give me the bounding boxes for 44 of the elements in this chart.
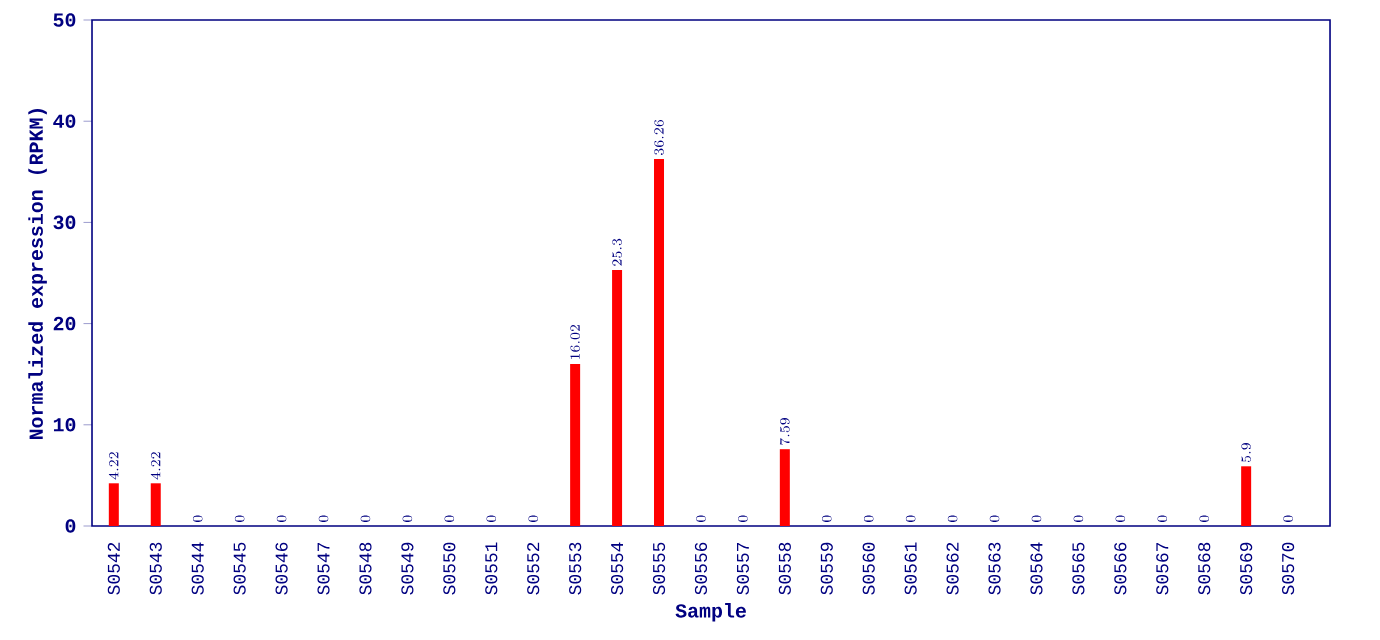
x-tick-label: S0563 bbox=[988, 542, 1001, 595]
x-tick-label: S0561 bbox=[904, 542, 917, 595]
y-tick-label: 40 bbox=[53, 114, 76, 128]
y-tick-label: 0 bbox=[65, 519, 76, 533]
x-tick-label: S0566 bbox=[1114, 542, 1127, 595]
bar bbox=[150, 483, 161, 527]
x-tick-label: S0543 bbox=[149, 542, 162, 595]
x-tick-label: S0570 bbox=[1282, 542, 1295, 595]
x-tick-label: S0562 bbox=[946, 542, 959, 595]
x-tick-label: S0550 bbox=[443, 542, 456, 595]
bar bbox=[612, 269, 623, 527]
y-tick-label: 30 bbox=[53, 215, 76, 230]
x-tick-label: S0554 bbox=[610, 542, 624, 595]
y-tick-label: 10 bbox=[53, 418, 76, 432]
x-axis-title: Sample bbox=[675, 603, 746, 622]
bar bbox=[108, 483, 119, 527]
bar bbox=[779, 449, 790, 527]
x-tick-label: S0559 bbox=[820, 542, 833, 595]
x-tick-label: S0569 bbox=[1240, 542, 1253, 595]
x-tick-label: S0552 bbox=[527, 542, 540, 595]
x-tick-label: S0557 bbox=[736, 542, 749, 595]
x-tick-label: S0546 bbox=[275, 542, 288, 595]
bar bbox=[1241, 466, 1252, 527]
x-tick-label: S0544 bbox=[191, 542, 204, 595]
x-tick-label: S0545 bbox=[233, 542, 246, 595]
bar bbox=[654, 159, 665, 527]
x-tick-label: S0555 bbox=[652, 542, 666, 595]
x-tick-label: S0565 bbox=[1072, 542, 1085, 595]
bar bbox=[570, 363, 581, 527]
x-tick-label: S0549 bbox=[401, 542, 414, 595]
x-tick-label: S0547 bbox=[317, 542, 330, 595]
x-tick-label: S0556 bbox=[694, 542, 708, 595]
x-tick-label: S0558 bbox=[778, 542, 791, 595]
x-tick-label: S0567 bbox=[1156, 542, 1169, 595]
x-tick-label: S0564 bbox=[1030, 542, 1043, 595]
x-tick-label: S0551 bbox=[485, 542, 498, 595]
y-axis-title: Normalized expression (RPKM) bbox=[28, 108, 47, 440]
x-tick-label: S0548 bbox=[359, 542, 372, 595]
y-tick-label: 50 bbox=[53, 13, 76, 27]
x-tick-label: S0542 bbox=[107, 542, 120, 595]
x-tick-label: S0568 bbox=[1198, 542, 1211, 595]
x-tick-label: S0560 bbox=[862, 542, 875, 595]
y-tick-label: 20 bbox=[53, 316, 76, 331]
x-tick-label: S0553 bbox=[569, 542, 582, 595]
